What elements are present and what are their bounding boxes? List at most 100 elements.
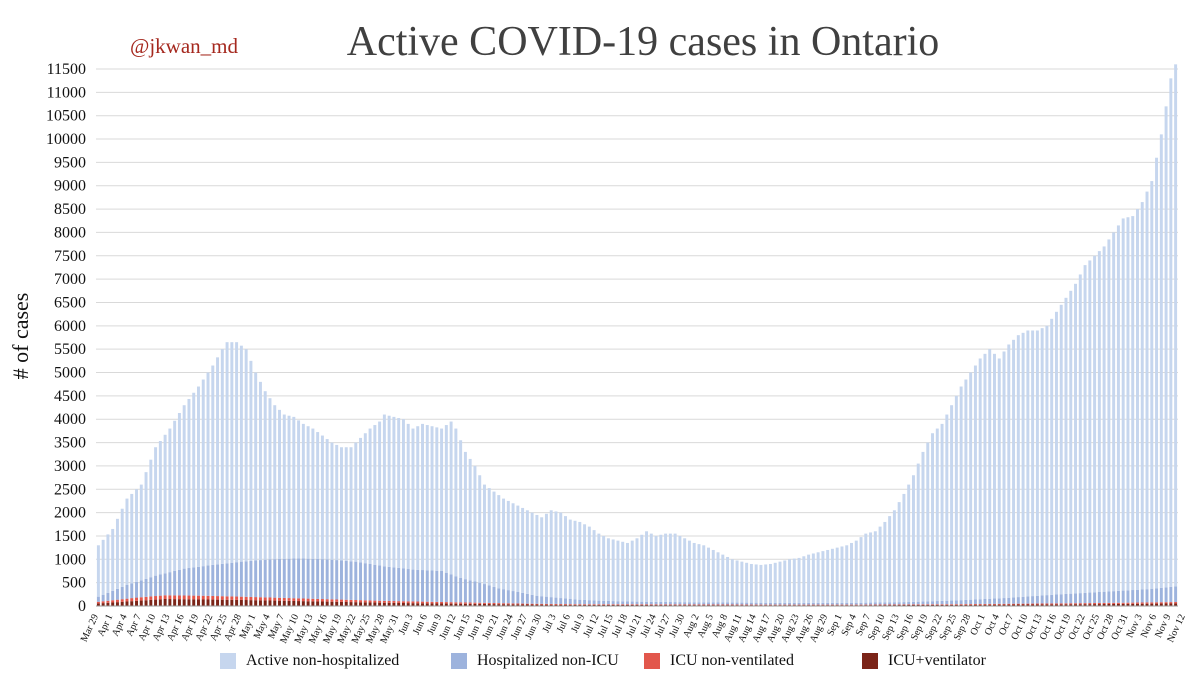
bar-icu-non-ventilated — [1126, 602, 1130, 604]
bar-hospitalized — [826, 602, 830, 605]
bar-active — [768, 563, 772, 603]
bar-hospitalized — [1136, 589, 1139, 603]
bar-icu-ventilator — [616, 604, 620, 606]
bar-active — [487, 488, 491, 586]
bar-icu-ventilator — [216, 599, 220, 606]
bar-icu-non-ventilated — [1007, 603, 1011, 605]
bar-hospitalized — [1054, 594, 1058, 604]
bar-hospitalized — [859, 602, 863, 605]
bar-icu-non-ventilated — [1136, 602, 1139, 604]
bar-hospitalized — [678, 602, 682, 605]
bar-active — [1035, 330, 1039, 596]
y-tick-label: 9500 — [54, 154, 86, 171]
bar-active — [1088, 260, 1092, 593]
bar-icu-non-ventilated — [544, 603, 548, 605]
bar-hospitalized — [258, 560, 262, 598]
bar-icu-ventilator — [535, 604, 539, 606]
bar-hospitalized — [1174, 586, 1178, 603]
bar-icu-non-ventilated — [850, 604, 853, 606]
bar-icu-non-ventilated — [554, 603, 558, 605]
bar-icu-ventilator — [239, 599, 243, 606]
bar-icu-non-ventilated — [697, 604, 701, 606]
bar-icu-non-ventilated — [497, 603, 501, 605]
bar-hospitalized — [425, 570, 429, 602]
bar-active — [640, 534, 644, 602]
bar-icu-non-ventilated — [244, 596, 248, 601]
bar-icu-non-ventilated — [907, 604, 911, 605]
bar-icu-ventilator — [568, 604, 572, 606]
bar-hospitalized — [311, 558, 315, 599]
bar-hospitalized — [721, 602, 725, 605]
legend-item-icu-vent: ICU+ventilator — [862, 652, 986, 670]
bar-icu-non-ventilated — [1040, 603, 1044, 605]
bar-active — [983, 353, 987, 599]
y-tick-label: 2500 — [54, 481, 86, 498]
bar-hospitalized — [830, 602, 834, 605]
bar-icu-non-ventilated — [940, 604, 944, 605]
bar-icu-non-ventilated — [182, 595, 186, 600]
bar-active — [363, 433, 367, 564]
bar-icu-ventilator — [440, 603, 444, 606]
bar-icu-non-ventilated — [325, 599, 329, 602]
bar-hospitalized — [745, 602, 749, 605]
bar-icu-ventilator — [173, 599, 177, 606]
bar-icu-ventilator — [111, 602, 115, 606]
bar-icu-non-ventilated — [330, 599, 334, 602]
bar-icu-non-ventilated — [340, 599, 343, 602]
bar-hospitalized — [287, 558, 291, 599]
bar-icu-non-ventilated — [635, 604, 639, 605]
bar-icu-ventilator — [1064, 604, 1068, 606]
bar-active — [950, 405, 954, 601]
bar-icu-ventilator — [301, 601, 305, 606]
bar-icu-ventilator — [96, 603, 100, 606]
bar-active — [368, 428, 372, 564]
bar-active — [516, 505, 520, 592]
bar-icu-ventilator — [1069, 604, 1073, 606]
y-tick-label: 0 — [78, 598, 86, 615]
bar-hospitalized — [773, 602, 777, 605]
bar-icu-ventilator — [482, 603, 486, 606]
bar-hospitalized — [211, 564, 215, 596]
bar-icu-non-ventilated — [359, 600, 363, 603]
bar-hospitalized — [1026, 596, 1030, 604]
bar-icu-non-ventilated — [573, 604, 577, 605]
bar-icu-non-ventilated — [888, 604, 892, 606]
bar-icu-ventilator — [983, 604, 987, 606]
bar-icu-ventilator — [592, 604, 596, 606]
bar-hospitalized — [902, 602, 906, 605]
bar-icu-non-ventilated — [578, 604, 582, 605]
bar-icu-ventilator — [606, 604, 610, 606]
bar-active — [673, 533, 677, 603]
bar-icu-non-ventilated — [511, 603, 515, 605]
legend-label-active: Active non-hospitalized — [246, 652, 400, 669]
bar-active — [192, 392, 196, 568]
bar-active — [883, 521, 887, 603]
bar-icu-ventilator — [192, 599, 196, 606]
bar-hospitalized — [216, 564, 220, 597]
bar-icu-ventilator — [263, 600, 267, 606]
bar-icu-non-ventilated — [230, 596, 234, 600]
bar-icu-ventilator — [120, 601, 124, 606]
bar-hospitalized — [811, 602, 815, 605]
bar-active — [273, 405, 277, 560]
bar-icu-non-ventilated — [811, 604, 815, 606]
bar-active — [931, 433, 935, 602]
bar-icu-non-ventilated — [749, 604, 753, 606]
bar-icu-non-ventilated — [783, 604, 787, 606]
bar-icu-ventilator — [359, 602, 363, 606]
bar-icu-non-ventilated — [1150, 602, 1154, 604]
bar-icu-ventilator — [363, 602, 367, 606]
bar-hospitalized — [316, 558, 320, 599]
bar-icu-non-ventilated — [559, 603, 563, 605]
bar-hospitalized — [235, 562, 239, 597]
bar-icu-ventilator — [516, 604, 520, 606]
bar-icu-ventilator — [244, 600, 248, 606]
bar-hospitalized — [511, 591, 515, 604]
bar-active — [220, 349, 224, 564]
bar-icu-non-ventilated — [702, 604, 706, 606]
bar-icu-non-ventilated — [1093, 603, 1097, 605]
bar-active — [1002, 351, 1006, 599]
bar-active — [282, 414, 286, 559]
bar-icu-non-ventilated — [135, 597, 138, 601]
bar-icu-non-ventilated — [440, 601, 444, 604]
